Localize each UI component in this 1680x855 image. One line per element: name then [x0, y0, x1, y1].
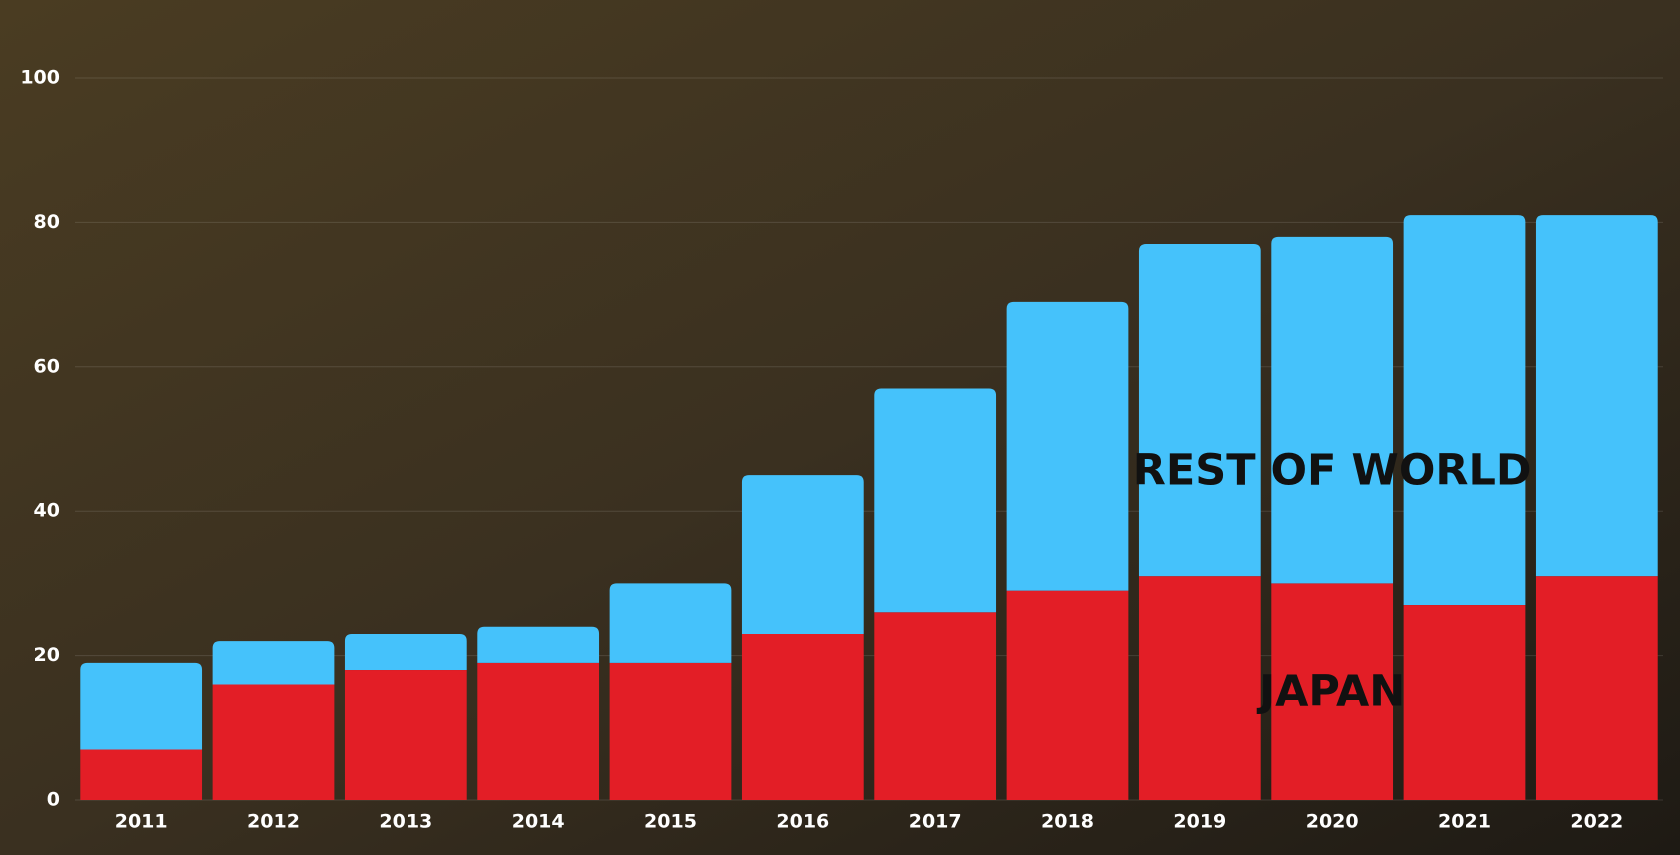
x-tick-label: 2021 [1438, 811, 1491, 833]
y-tick-label: 60 [34, 355, 60, 377]
series-label: JAPAN [1256, 667, 1405, 717]
y-tick-label: 80 [34, 211, 60, 233]
bar-segment [1139, 244, 1261, 576]
chart: 0 20 40 60 80 100 2011 2012 2013 2014 2015 2016 2017… [0, 0, 1680, 855]
bar-segment [80, 749, 202, 800]
bar-segment [477, 663, 599, 800]
x-tick-label: 2016 [776, 811, 829, 833]
bar-segment [1404, 215, 1526, 605]
bar-segment [213, 641, 335, 684]
bar-segment [1139, 576, 1261, 800]
x-tick-label: 2015 [644, 811, 697, 833]
x-tick-label: 2018 [1041, 811, 1094, 833]
bar-segment [874, 388, 996, 612]
x-tick-label: 2022 [1570, 811, 1623, 833]
bar-segment [1271, 237, 1393, 584]
bar-segment [610, 663, 732, 800]
bar-segment [477, 627, 599, 663]
bar-segment [80, 663, 202, 750]
x-tick-label: 2012 [247, 811, 300, 833]
bar-segment [874, 612, 996, 800]
bar-segment [345, 670, 467, 800]
bar-segment [213, 684, 335, 800]
y-tick-label: 100 [20, 67, 60, 89]
bar-segment [1007, 302, 1129, 591]
x-tick-label: 2017 [909, 811, 962, 833]
x-tick-label: 2019 [1173, 811, 1226, 833]
bar-segment [1536, 576, 1658, 800]
bar-segment [742, 475, 864, 634]
x-tick-label: 2020 [1306, 811, 1359, 833]
bar-segment [742, 634, 864, 800]
y-tick-label: 40 [34, 500, 60, 522]
bar-segment [345, 634, 467, 670]
series-label: REST OF WORLD [1133, 446, 1532, 496]
x-tick-label: 2014 [512, 811, 565, 833]
bar-segment [1404, 605, 1526, 800]
y-tick-label: 0 [47, 789, 60, 811]
page: 0 20 40 60 80 100 2011 2012 2013 2014 2015 2016 2017… [0, 0, 1680, 855]
bar-segment [1007, 591, 1129, 800]
x-tick-label: 2011 [115, 811, 168, 833]
y-tick-label: 20 [34, 644, 60, 666]
x-tick-label: 2013 [379, 811, 432, 833]
bar-segment [610, 583, 732, 662]
bar-segment [1536, 215, 1658, 576]
